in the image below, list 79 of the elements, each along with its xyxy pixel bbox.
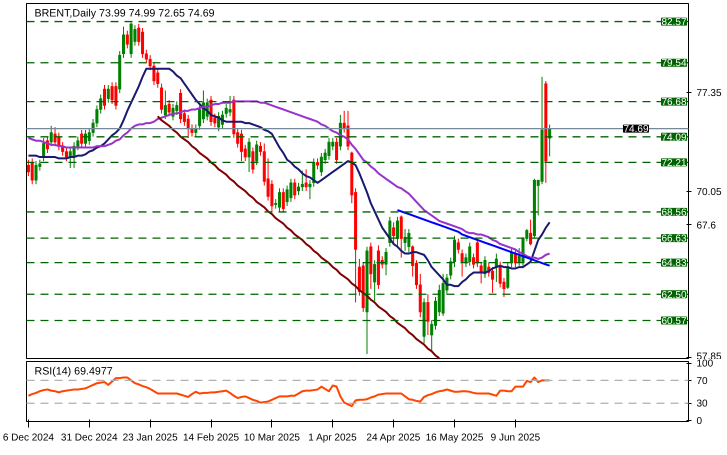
y-tick-label: 0 [696, 416, 702, 427]
chart-title: BRENT,Daily 73.99 74.99 72.65 74.69 [34, 8, 215, 20]
line-series [27, 376, 551, 408]
candlestick [240, 129, 243, 162]
ref-line-label: 76.68 [661, 97, 687, 108]
candlestick [384, 248, 388, 276]
ref-line-label: 79.54 [661, 58, 687, 70]
candlestick [286, 185, 289, 206]
ref-line-label: 82.57 [661, 17, 687, 28]
candlestick [426, 294, 430, 336]
ref-line-label: 60.57 [661, 316, 687, 328]
x-tick-label: 14 Feb 2025 [182, 432, 240, 444]
y-tick-label: 67.6 [696, 220, 716, 232]
x-tick-label: 9 Jun 2025 [490, 432, 541, 444]
ref-line-label: 74.09 [661, 132, 687, 144]
x-tick-label: 31 Dec 2024 [60, 432, 118, 444]
ref-line-label: 62.50 [661, 290, 687, 301]
x-tick-label: 10 Mar 2025 [244, 432, 300, 444]
ref-line-label: 72.21 [661, 158, 687, 169]
candlestick [114, 82, 118, 110]
y-tick-label: 70.05 [696, 187, 722, 198]
ref-line-label: 74.69 [623, 124, 649, 136]
candlestick [160, 83, 164, 114]
x-tick-label: 6 Dec 2024 [2, 432, 54, 444]
candlestick [26, 159, 30, 177]
candlestick [327, 138, 330, 160]
candlestick [498, 261, 502, 288]
candlestick [102, 84, 106, 110]
candlestick [392, 222, 396, 245]
candlestick [300, 170, 304, 192]
candlestick [270, 180, 274, 212]
candlestick [456, 238, 460, 254]
line-series [156, 115, 440, 359]
candlestick [110, 82, 114, 105]
x-tick-label: 24 Apr 2025 [366, 432, 421, 444]
candlestick [50, 125, 53, 147]
candlestick [248, 138, 251, 172]
x-tick-label: 23 Jan 2025 [122, 432, 178, 444]
candlestick [64, 147, 68, 162]
y-tick-label: 70 [696, 376, 708, 387]
candlestick [293, 178, 296, 200]
candlestick [525, 228, 528, 242]
candlestick [168, 99, 171, 117]
candlestick [228, 95, 232, 117]
candlestick [68, 147, 72, 168]
candlestick [335, 138, 338, 164]
candlestick [30, 158, 34, 185]
candlestick [460, 248, 464, 278]
y-tick-label: 30 [696, 398, 708, 410]
candlestick [373, 260, 376, 302]
candlestick [400, 214, 403, 258]
candlestick [106, 84, 110, 104]
ref-line-label: 68.56 [661, 207, 687, 218]
candlestick [468, 242, 472, 266]
candlestick [278, 188, 282, 212]
candlestick [141, 27, 144, 58]
candlestick [80, 129, 84, 148]
candlestick [164, 90, 167, 120]
candlestick [491, 266, 494, 294]
candlestick [251, 147, 254, 174]
y-tick-label: 77.35 [696, 88, 722, 99]
ref-line-label: 64.83 [661, 258, 687, 270]
candlestick [126, 30, 129, 49]
chart-title: RSI(14) 69.4977 [34, 366, 113, 378]
candlestick [506, 262, 510, 290]
line-series [396, 209, 551, 267]
ref-line-label: 66.63 [661, 234, 687, 245]
x-tick-label: 1 Apr 2025 [308, 432, 358, 444]
candlestick [255, 140, 258, 166]
candlestick [396, 216, 399, 248]
candlestick [316, 158, 320, 170]
candlestick [320, 152, 323, 177]
x-tick-label: 16 May 2025 [426, 432, 484, 444]
candlestick [289, 178, 292, 202]
candlestick [304, 168, 308, 192]
candlestick [34, 160, 38, 185]
candlestick [529, 219, 532, 246]
candlestick [282, 188, 285, 214]
candlestick [297, 182, 300, 196]
